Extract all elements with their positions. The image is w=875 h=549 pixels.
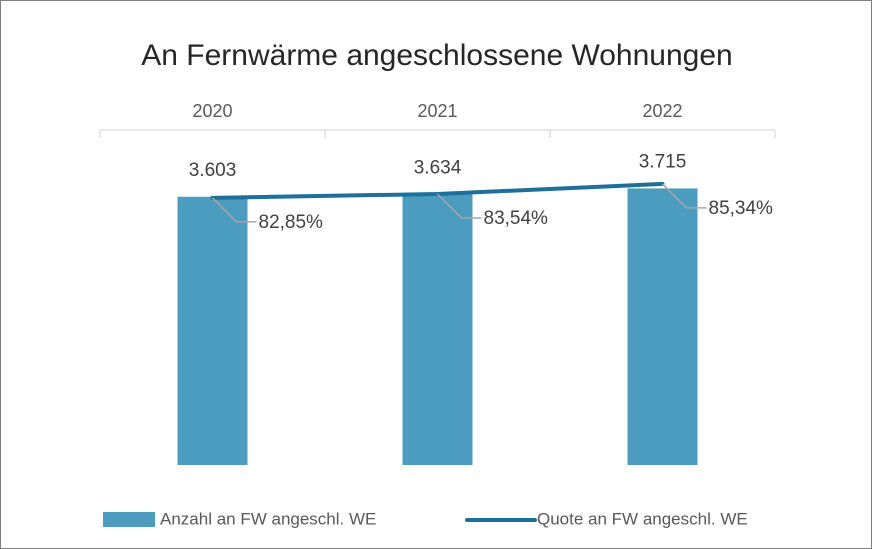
legend-label: Quote an FW angeschl. WE [537,509,748,528]
legend-swatch [103,512,155,527]
bar-value-label: 3.603 [189,160,237,181]
bar [627,188,698,465]
bar-value-label: 3.715 [639,151,687,172]
bar-value-label: 3.634 [414,157,462,178]
leader-line [211,197,257,223]
chart-title: An Fernwärme angeschlossene Wohnungen [141,39,732,72]
leader-line [661,183,707,209]
x-tick-label: 2020 [192,101,232,121]
line-value-label: 82,85% [259,212,324,233]
x-tick-label: 2021 [417,101,457,121]
legend-label: Anzahl an FW angeschl. WE [160,509,376,528]
bar [402,194,473,466]
leader-line [436,193,482,219]
line-value-label: 83,54% [484,208,549,229]
bar [177,196,248,465]
line-value-label: 85,34% [709,198,774,219]
x-tick-label: 2022 [642,101,682,121]
